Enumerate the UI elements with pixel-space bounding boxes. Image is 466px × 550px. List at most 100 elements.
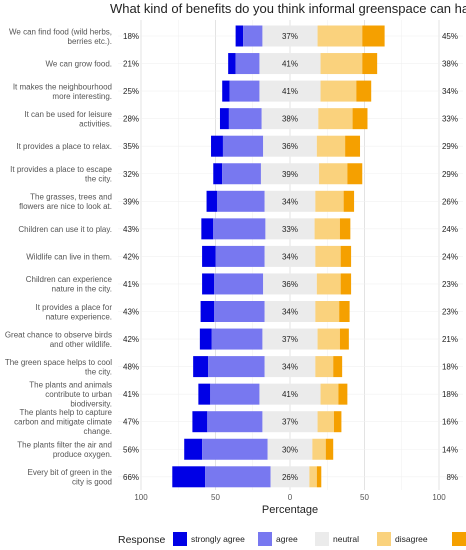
bar-strongly-disagree: [333, 411, 342, 433]
bar-strongly-disagree: [338, 383, 348, 405]
bars: [172, 25, 385, 488]
right-percent-label: 29%: [442, 170, 458, 179]
left-percent-label: 35%: [123, 142, 139, 151]
mid-percent-label: 39%: [282, 170, 298, 179]
bar-neutral: [264, 190, 316, 212]
bar-agree: [211, 328, 263, 350]
mid-percent-label: 37%: [282, 32, 298, 41]
category-label: It provides a place to escape the city.: [10, 165, 112, 184]
bar-disagree: [319, 163, 348, 185]
category-label: It can be used for leisure activities.: [24, 110, 112, 128]
right-percent-label: 33%: [442, 115, 458, 124]
bar-strongly-agree: [222, 80, 230, 102]
bar-agree: [216, 190, 265, 212]
left-percent-label: 43%: [123, 225, 139, 234]
bar-strongly-agree: [200, 301, 215, 322]
mid-percent-label: 38%: [282, 115, 298, 124]
mid-percent-label: 41%: [282, 87, 298, 96]
mid-percent-label: 41%: [282, 390, 298, 399]
bar-strongly-disagree: [340, 245, 352, 267]
bar-agree: [222, 163, 261, 185]
left-percent-label: 25%: [123, 87, 139, 96]
legend-swatch-agree: [258, 532, 272, 546]
category-label: It provides a place for nature experience…: [36, 303, 113, 322]
x-tick-label: 50: [360, 493, 369, 502]
bar-neutral: [262, 411, 318, 433]
legend-label-strongly-agree: strongly agree: [191, 534, 245, 544]
bar-strongly-disagree: [345, 135, 361, 157]
bar-neutral: [267, 438, 313, 460]
bar-disagree: [316, 135, 346, 157]
x-tick-label: 100: [134, 493, 148, 502]
mid-percent-label: 37%: [282, 418, 298, 427]
bar-neutral: [259, 53, 321, 75]
right-percent-label: 18%: [442, 363, 458, 372]
right-percent-label: 24%: [442, 225, 458, 234]
left-percent-label: 41%: [123, 390, 139, 399]
x-tick-label: 100: [432, 493, 446, 502]
right-percent-label: 18%: [442, 390, 458, 399]
bar-strongly-agree: [206, 190, 217, 212]
bar-neutral: [261, 108, 319, 130]
category-label: Children can use it to play.: [18, 225, 112, 234]
bar-disagree: [317, 328, 340, 350]
right-percent-label: 38%: [442, 60, 458, 69]
category-label: It provides a place to relax.: [16, 142, 112, 151]
bar-strongly-disagree: [356, 80, 372, 102]
bar-neutral: [265, 218, 315, 240]
bar-strongly-disagree: [333, 356, 343, 378]
category-label: We can find food (wild herbs, berries etc…: [9, 27, 112, 46]
bar-neutral: [264, 356, 316, 378]
bar-neutral: [262, 328, 318, 350]
bar-disagree: [320, 53, 363, 75]
bar-strongly-disagree: [352, 108, 368, 130]
mid-percent-label: 34%: [282, 252, 298, 261]
bar-disagree: [312, 438, 326, 460]
bar-disagree: [315, 245, 341, 267]
bar-disagree: [314, 218, 340, 240]
bar-strongly-disagree: [347, 163, 363, 185]
left-percent-label: 56%: [123, 445, 139, 454]
mid-percent-label: 34%: [282, 308, 298, 317]
left-percent-label: 18%: [123, 32, 139, 41]
left-percent-label: 43%: [123, 308, 139, 317]
x-axis-title: Percentage: [262, 504, 318, 516]
bar-agree: [210, 383, 260, 405]
bar-agree: [235, 53, 260, 75]
bar-strongly-disagree: [339, 328, 349, 350]
bar-disagree: [320, 80, 357, 102]
left-percent-label: 48%: [123, 363, 139, 372]
right-percent-label: 23%: [442, 308, 458, 317]
mid-percent-label: 41%: [282, 60, 298, 69]
category-label: It makes the neighbourhood more interesti…: [13, 82, 112, 101]
mid-percent-label: 33%: [282, 225, 298, 234]
x-axis-ticks: 100 50 0 50 100: [134, 493, 446, 502]
bar-strongly-disagree: [343, 190, 355, 212]
bar-agree: [229, 80, 260, 102]
category-label: Great chance to observe birds and other w…: [5, 330, 112, 349]
right-percent-label: 14%: [442, 445, 458, 454]
right-percent-label: 29%: [442, 142, 458, 151]
right-percent-label: 23%: [442, 280, 458, 289]
bar-strongly-agree: [193, 356, 209, 378]
category-label: The plants and animals contribute to urba…: [29, 381, 112, 409]
bar-strongly-disagree: [340, 273, 352, 295]
category-label: Every bit of green in the city is good: [28, 468, 113, 487]
bar-strongly-agree: [184, 438, 203, 460]
legend-label-neutral: neutral: [333, 534, 359, 544]
category-label: Children can experience nature in the cit…: [26, 275, 113, 294]
bar-neutral: [270, 466, 310, 488]
bar-agree: [214, 301, 265, 322]
bar-disagree: [318, 108, 353, 130]
category-label: The green space helps to cool the city.: [5, 358, 112, 377]
mid-percent-label: 26%: [282, 473, 298, 482]
category-label: The plants help to capture carbon and mit…: [14, 408, 112, 436]
category-label: The grasses, trees and flowers are nice t…: [19, 193, 112, 212]
legend-label-disagree: disagree: [395, 534, 428, 544]
bar-disagree: [315, 301, 340, 322]
right-percent-label: 21%: [442, 335, 458, 344]
legend-swatch-disagree: [377, 532, 391, 546]
bar-strongly-agree: [235, 25, 244, 47]
bar-agree: [228, 108, 262, 130]
bar-disagree: [309, 466, 317, 488]
